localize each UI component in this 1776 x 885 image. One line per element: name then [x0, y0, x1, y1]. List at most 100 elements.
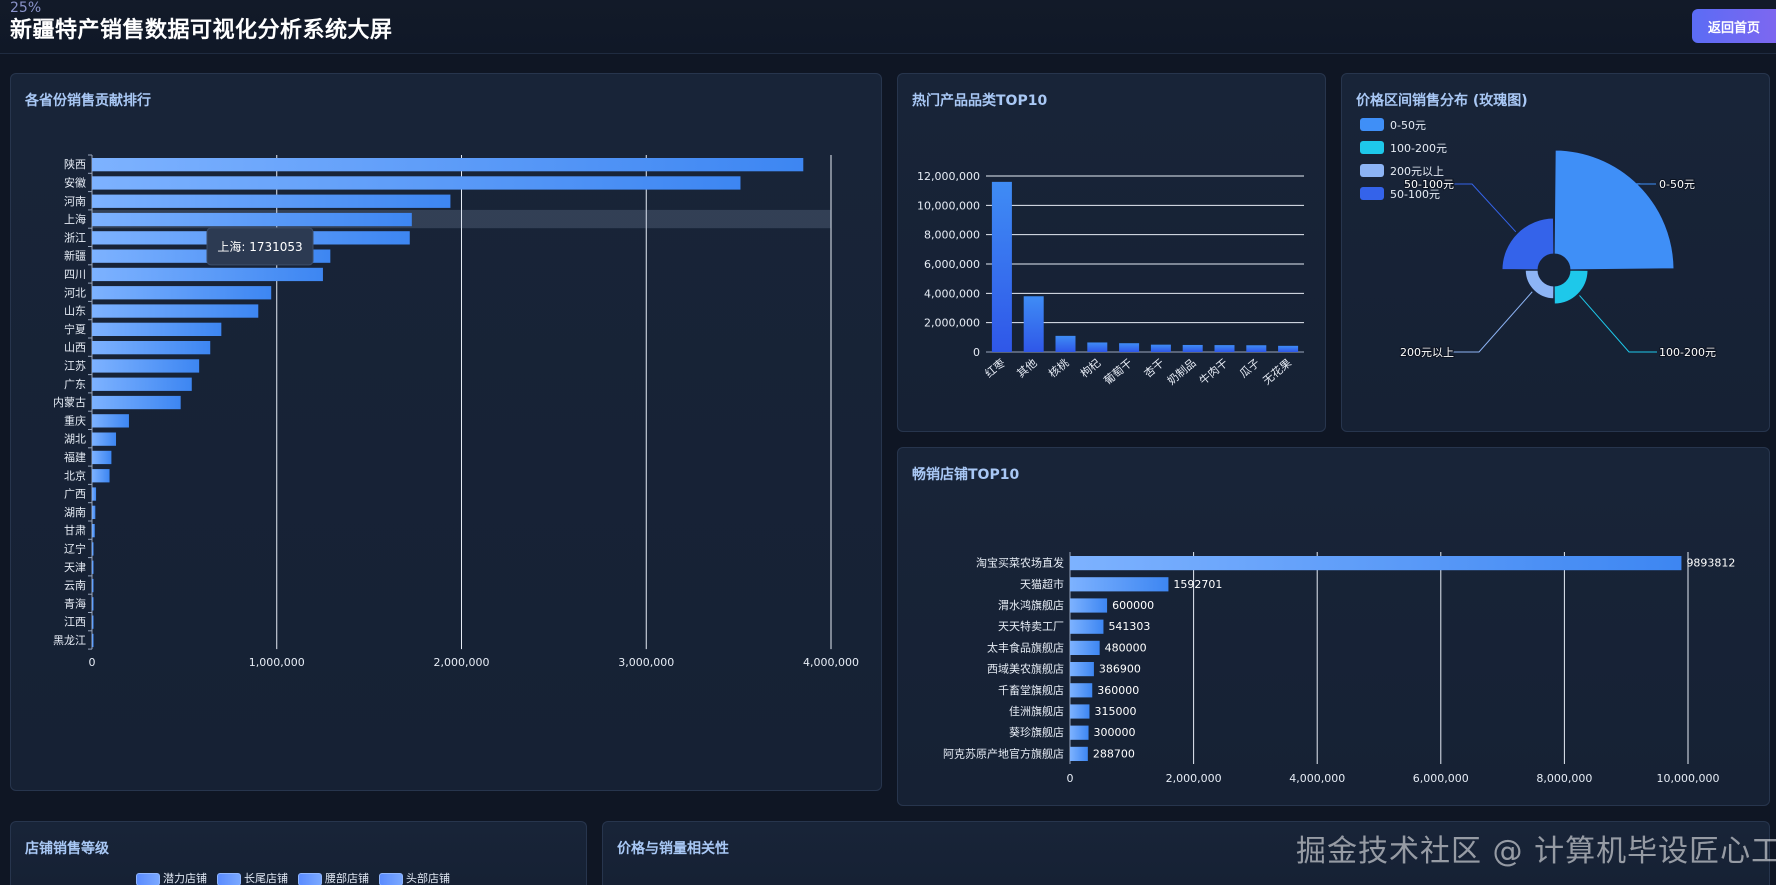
x-tick-label: 1,000,000: [249, 656, 305, 669]
price-rose-chart[interactable]: 0-50元100-200元200元以上50-100元0-50元100-200元2…: [1342, 74, 1771, 433]
y-category-label: 宁夏: [64, 322, 86, 336]
rose-label: 200元以上: [1400, 346, 1454, 359]
province-bar: [92, 304, 259, 318]
grade-legend-item[interactable]: 潜力店铺: [136, 872, 207, 885]
y-tick-label: 0: [973, 346, 980, 359]
rose-label-line: [1444, 183, 1517, 233]
x-tick-label: 2,000,000: [434, 656, 490, 669]
shops-panel-title: 畅销店铺TOP10: [912, 467, 1020, 483]
shop-value-label: 9893812: [1686, 557, 1735, 570]
shop-bar: [1070, 746, 1088, 761]
correlation-panel-title: 价格与销量相关性: [617, 841, 729, 857]
province-bar: [92, 542, 94, 556]
category-chart[interactable]: 0 2,000,000 4,000,000 6,000,000 8,000,000 10,…: [898, 74, 1327, 433]
x-category-label: 葡萄干: [1101, 356, 1135, 387]
y-category-label: 西域美农旗舰店: [987, 662, 1064, 676]
category-bar: [1023, 296, 1044, 352]
y-category-label: 广东: [64, 378, 86, 391]
y-category-label: 湖北: [64, 433, 86, 446]
shop-value-label: 600000: [1112, 599, 1154, 612]
province-bar: [92, 432, 117, 446]
zoom-level: 25%: [10, 0, 42, 16]
category-panel-title: 热门产品品类TOP10: [912, 93, 1048, 109]
legend-label: 100-200元: [1390, 142, 1447, 155]
province-bar: [92, 267, 323, 282]
y-category-label: 安徽: [64, 175, 86, 189]
legend-swatch: [1360, 141, 1384, 154]
province-bar: [92, 395, 181, 410]
province-bar: [92, 578, 94, 593]
shop-bar: [1070, 640, 1100, 655]
y-category-label: 湖南: [64, 506, 86, 519]
province-panel-title: 各省份销售贡献排行: [25, 93, 151, 109]
y-category-label: 淘宝买菜农场直发: [976, 556, 1064, 570]
x-category-label: 其他: [1014, 356, 1039, 380]
rose-label: 100-200元: [1659, 346, 1716, 359]
province-bar: [92, 286, 272, 300]
page-title: 新疆特产销售数据可视化分析系统大屏: [10, 18, 393, 43]
province-bar: [92, 524, 95, 538]
y-category-label: 千畜堂旗舰店: [998, 683, 1064, 697]
grade-panel: 店铺销售等级 潜力店铺 长尾店铺 腰部店铺 头部店铺: [10, 821, 587, 885]
y-category-label: 四川: [64, 268, 86, 281]
rose-slice: [1553, 269, 1589, 305]
shop-bar: [1070, 704, 1090, 719]
province-bar: [92, 633, 94, 648]
shop-bar: [1070, 577, 1169, 592]
x-category-label: 奶制品: [1164, 356, 1198, 388]
x-tick-label: 6,000,000: [1413, 772, 1469, 785]
rose-slice: [1524, 269, 1555, 300]
y-category-label: 天津: [64, 561, 86, 574]
shops-chart[interactable]: 0 2,000,000 4,000,000 6,000,000 8,000,000 10,…: [898, 448, 1771, 807]
y-category-label: 重庆: [64, 413, 86, 427]
y-category-label: 河南: [64, 195, 86, 208]
province-bar: [92, 176, 741, 190]
tooltip-text: 上海: 1731053: [217, 239, 302, 254]
province-bar: [92, 469, 110, 483]
x-tick-label: 4,000,000: [803, 656, 859, 669]
y-category-label: 内蒙古: [53, 395, 86, 409]
y-category-label: 江西: [64, 616, 86, 629]
legend-swatch: [136, 872, 160, 885]
category-bar: [1182, 344, 1203, 352]
category-bar: [1119, 343, 1140, 352]
y-category-label: 新疆: [64, 249, 86, 263]
legend-label: 200元以上: [1390, 165, 1444, 178]
y-category-label: 太丰食品旗舰店: [987, 640, 1064, 654]
y-category-label: 北京: [64, 468, 86, 482]
y-category-label: 上海: [64, 212, 86, 226]
shop-value-label: 480000: [1105, 641, 1147, 654]
legend-swatch: [1360, 187, 1384, 200]
home-button[interactable]: 返回首页: [1692, 9, 1776, 43]
rose-label: 50-100元: [1404, 178, 1454, 191]
legend-label: 潜力店铺: [163, 872, 207, 885]
shop-bar: [1070, 662, 1094, 677]
grade-legend-item[interactable]: 头部店铺: [379, 872, 450, 885]
legend-label: 腰部店铺: [325, 872, 369, 885]
y-category-label: 河北: [64, 286, 86, 299]
y-tick-label: 6,000,000: [924, 258, 980, 271]
legend-swatch: [298, 872, 322, 885]
category-bar: [1278, 345, 1299, 352]
legend-label: 0-50元: [1390, 119, 1426, 132]
shop-value-label: 288700: [1093, 747, 1135, 760]
legend-swatch: [379, 872, 403, 885]
grade-legend-item[interactable]: 长尾店铺: [217, 872, 288, 885]
x-category-label: 枸杞: [1077, 356, 1103, 381]
y-category-label: 云南: [64, 579, 86, 592]
x-category-label: 杏干: [1142, 356, 1167, 380]
y-category-label: 青海: [64, 596, 86, 610]
shop-bar: [1070, 725, 1089, 740]
y-category-label: 佳洲旗舰店: [1009, 704, 1064, 718]
rose-slice: [1553, 149, 1675, 271]
y-tick-label: 12,000,000: [917, 170, 980, 183]
rose-label-line: [1579, 295, 1657, 353]
rose-label-line: [1451, 291, 1533, 353]
legend-swatch: [1360, 118, 1384, 131]
grade-legend-item[interactable]: 腰部店铺: [298, 872, 369, 885]
shop-value-label: 300000: [1094, 726, 1136, 739]
province-chart[interactable]: 0 1,000,000 2,000,000 3,000,000 4,000,000 陕西安…: [11, 74, 883, 792]
x-tick-label: 2,000,000: [1166, 772, 1222, 785]
category-bar: [1087, 342, 1108, 352]
y-category-label: 渭水鸿旗舰店: [998, 598, 1064, 612]
